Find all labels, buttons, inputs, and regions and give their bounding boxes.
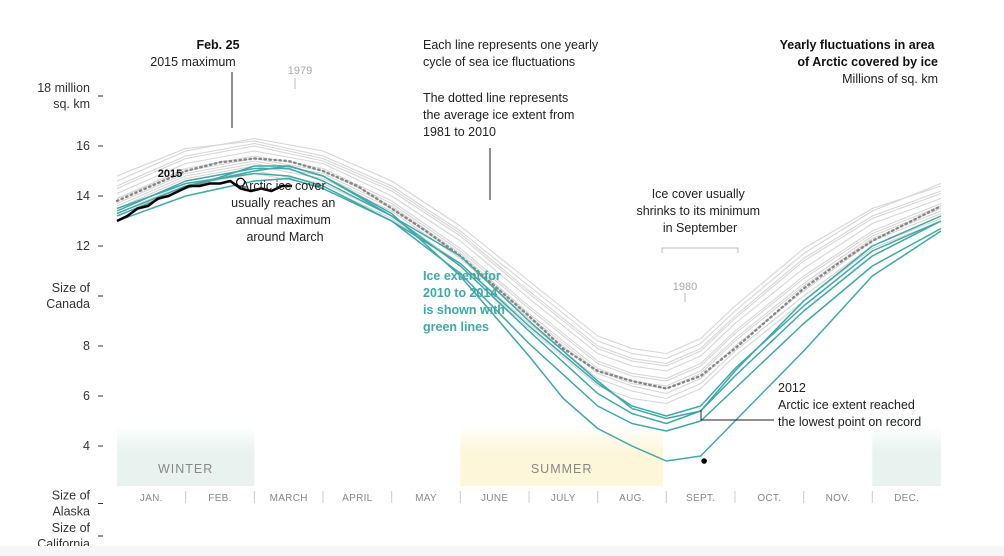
green-year-line-2010 bbox=[116, 165, 942, 425]
ice-cover-shrinks-note: Ice cover usually shrinks to its minimum… bbox=[636, 187, 763, 235]
month-label: JUNE bbox=[481, 493, 508, 504]
average-line-group bbox=[115, 157, 943, 390]
green-lines-note: Ice extent for 2010 to 2014 is shown wit… bbox=[423, 269, 508, 334]
each-line-note: Each line represents one yearly cycle of… bbox=[423, 38, 602, 69]
green-year-line-2013 bbox=[116, 167, 942, 420]
y-tick-label: Size of bbox=[52, 281, 91, 295]
y-tick-label: 4 bbox=[83, 439, 90, 453]
season-bands: WINTER SUMMER bbox=[117, 426, 941, 486]
month-label: AUG. bbox=[619, 493, 645, 504]
annotation-guides bbox=[231, 72, 774, 421]
2015-maximum-marker bbox=[236, 177, 246, 187]
x-axis: JAN. FEB. MARCH APRIL MAY JUNE JULY AUG. SEPT. OC… bbox=[140, 491, 919, 504]
month-label: JAN. bbox=[140, 493, 163, 504]
y-tick-label: 12 bbox=[76, 239, 90, 253]
y-tick-label: Size of bbox=[52, 521, 91, 535]
month-label: JULY bbox=[551, 493, 576, 504]
annotations: Feb. 25 2015 maximum 1979 2015 1980 Each… bbox=[150, 38, 938, 429]
chart-title: Yearly fluctuations in area of Arctic co… bbox=[780, 38, 938, 69]
chart-title-line: Yearly fluctuations in area bbox=[780, 38, 936, 52]
feb25-caption: 2015 maximum bbox=[150, 55, 235, 69]
chart-title-line: of Arctic covered by ice bbox=[797, 55, 938, 69]
y-tick-label: 14 bbox=[76, 189, 90, 203]
ice-cover-shrinks-note-line: shrinks to its minimum bbox=[636, 204, 760, 218]
label-1979: 1979 bbox=[288, 65, 312, 77]
gray-year-line bbox=[116, 155, 942, 380]
each-line-note-line: Each line represents one yearly bbox=[423, 38, 599, 52]
arctic-ice-cover-note-line: annual maximum bbox=[236, 213, 331, 227]
ice-cover-shrinks-note-line: in September bbox=[663, 221, 737, 235]
season-label: SUMMER bbox=[531, 462, 593, 476]
each-line-note-line: cycle of sea ice fluctuations bbox=[423, 55, 575, 69]
y-tick-label: Canada bbox=[46, 297, 90, 311]
gray-year-line bbox=[116, 142, 942, 365]
dotted-line-note-line: the average ice extent from bbox=[423, 108, 574, 122]
y-tick-label: Alaska bbox=[52, 505, 90, 519]
feb25-date: Feb. 25 bbox=[196, 38, 239, 52]
gray-year-line bbox=[116, 160, 942, 387]
y-tick-label: 6 bbox=[83, 389, 90, 403]
average-dotted-line bbox=[115, 157, 943, 390]
arctic-ice-cover-note-line: around March bbox=[246, 230, 323, 244]
green-year-line-2012 bbox=[116, 165, 942, 462]
month-label: APRIL bbox=[342, 493, 373, 504]
gray-year-line bbox=[116, 145, 942, 367]
record-2012-note-line: Arctic ice extent reached bbox=[778, 398, 915, 412]
month-label: MAY bbox=[415, 493, 437, 504]
month-label: DEC. bbox=[894, 493, 919, 504]
gray-year-line bbox=[116, 157, 942, 382]
green-lines-note-line: Ice extent for bbox=[423, 269, 501, 283]
label-1980: 1980 bbox=[673, 281, 697, 293]
gray-year-line bbox=[116, 137, 942, 355]
label-2015: 2015 bbox=[158, 168, 182, 180]
record-2012-year: 2012 bbox=[778, 381, 806, 395]
month-label: SEPT. bbox=[686, 493, 715, 504]
gray-year-line bbox=[116, 165, 942, 395]
arctic-ice-cover-note: Arctic ice cover usually reaches an annu… bbox=[231, 179, 339, 244]
gray-year-line bbox=[116, 140, 942, 360]
record-2012-note-line: the lowest point on record bbox=[778, 415, 921, 429]
dotted-line-note-line: The dotted line represents bbox=[423, 91, 568, 105]
y-tick-label: sq. km bbox=[53, 97, 90, 111]
season-band bbox=[872, 426, 941, 486]
arctic-ice-cover-note-line: usually reaches an bbox=[231, 196, 335, 210]
dotted-line-note-line: 1981 to 2010 bbox=[423, 125, 496, 139]
arctic-ice-cover-note-line: Arctic ice cover bbox=[241, 179, 326, 193]
year-2015-line bbox=[116, 179, 293, 223]
gray-year-line bbox=[116, 150, 942, 372]
green-year-line-2011 bbox=[116, 177, 942, 432]
green-lines-note-line: is shown with bbox=[423, 303, 505, 317]
green-year-lines bbox=[116, 165, 942, 462]
ice-cover-shrinks-note-line: Ice cover usually bbox=[652, 187, 746, 201]
september-bracket bbox=[661, 247, 739, 253]
green-year-line-2014 bbox=[116, 172, 942, 417]
y-tick-label: Size of bbox=[52, 489, 91, 503]
record-2012-note: 2012 Arctic ice extent reached the lowes… bbox=[778, 381, 921, 429]
month-label: OCT. bbox=[757, 493, 781, 504]
month-label: NOV. bbox=[826, 493, 851, 504]
dotted-line-note: The dotted line represents the average i… bbox=[423, 91, 578, 139]
y-tick-label: 8 bbox=[83, 339, 90, 353]
season-band bbox=[460, 426, 663, 486]
y-tick-label: 16 bbox=[76, 139, 90, 153]
y-tick-label: 18 million bbox=[37, 81, 90, 95]
year-2015-group bbox=[116, 179, 293, 223]
season-band bbox=[117, 426, 255, 486]
y-axis: 18 million sq. km 16 14 12 Size of Canada 8 6 4 Si… bbox=[37, 81, 103, 551]
month-label: FEB. bbox=[208, 493, 231, 504]
season-label: WINTER bbox=[158, 462, 213, 476]
markers bbox=[236, 177, 707, 464]
green-lines-note-line: green lines bbox=[423, 320, 489, 334]
footer-band bbox=[0, 546, 1004, 556]
2012-minimum-marker bbox=[701, 458, 707, 464]
gray-year-line bbox=[116, 172, 942, 405]
chart-subtitle: Millions of sq. km bbox=[842, 72, 938, 86]
record-2012-pointer-line bbox=[700, 410, 774, 421]
month-label: MARCH bbox=[270, 493, 308, 504]
green-lines-note-line: 2010 to 2014 bbox=[423, 286, 497, 300]
